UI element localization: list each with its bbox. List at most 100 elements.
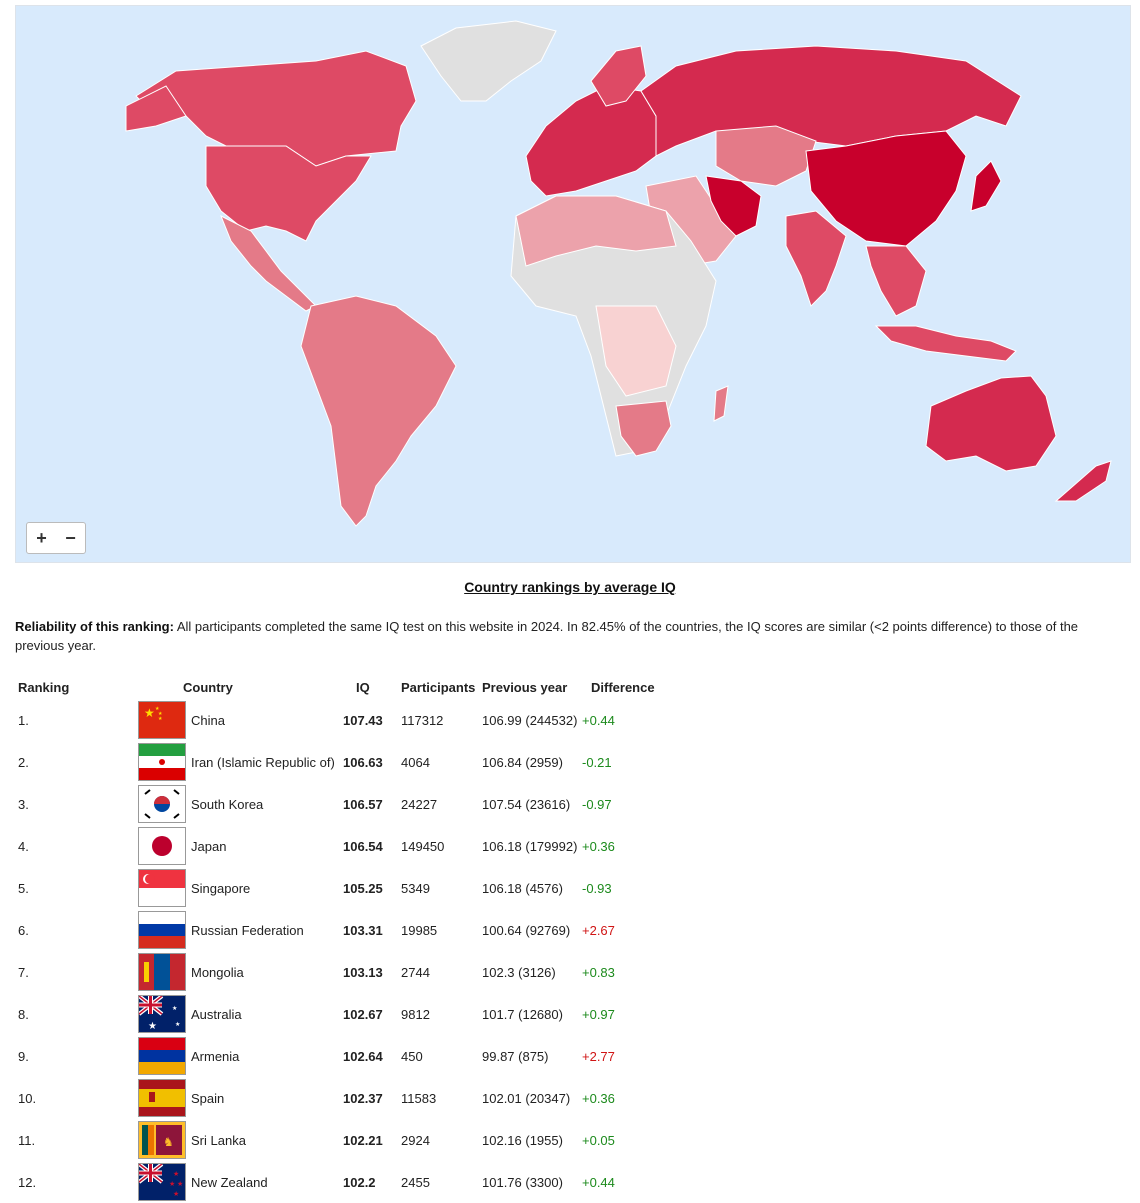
table-body: 1. ★ ★ ★ ★ China 107.43 117312 106.99 (2445… <box>15 699 671 1203</box>
map-region-south-america[interactable] <box>300 295 457 527</box>
table-row: 1. ★ ★ ★ ★ China 107.43 117312 106.99 (2445… <box>15 699 671 741</box>
rank-cell: 12. <box>18 1174 37 1190</box>
iq-cell: 103.13 <box>343 964 383 980</box>
difference-cell: +0.44 <box>582 712 615 728</box>
flag-cell: ★ ★ ★ <box>138 993 191 1035</box>
difference-cell: +0.83 <box>582 964 615 980</box>
map-region-north-africa[interactable] <box>515 195 677 267</box>
reliability-text: All participants completed the same IQ t… <box>15 619 1079 653</box>
table-row: 10. Spain 102.37 11583 102.01 (20347) +0… <box>15 1077 671 1119</box>
svg-text:★: ★ <box>158 711 163 717</box>
map-region-india[interactable] <box>785 210 847 307</box>
rank-cell: 3. <box>18 796 29 812</box>
iq-cell: 103.31 <box>343 922 383 938</box>
country-cell: Iran (Islamic Republic of) <box>191 754 335 770</box>
iq-cell: 106.54 <box>343 838 383 854</box>
reliability-label: Reliability of this ranking: <box>15 619 174 634</box>
zoom-in-button[interactable]: + <box>36 527 47 548</box>
country-cell: Spain <box>191 1090 225 1106</box>
map-region-europe[interactable] <box>525 85 657 197</box>
difference-cell: +0.44 <box>582 1174 615 1190</box>
map-region-southeast-asia[interactable] <box>865 245 927 317</box>
table-row: 8. ★ ★ ★ Australia 102.67 9812 101.7 (1268… <box>15 993 671 1035</box>
map-region-central-africa[interactable] <box>595 305 677 397</box>
participants-cell: 117312 <box>401 712 444 728</box>
map-region-australia[interactable] <box>925 375 1057 472</box>
previous-year-cell: 100.64 (92769) <box>482 922 571 938</box>
south-korea-flag-icon <box>138 785 186 823</box>
map-region-central-asia[interactable] <box>715 125 817 187</box>
participants-cell: 2924 <box>401 1132 430 1148</box>
participants-cell: 11583 <box>401 1090 437 1106</box>
map-region-usa[interactable] <box>205 145 372 242</box>
previous-year-cell: 102.16 (1955) <box>482 1132 563 1148</box>
singapore-flag-icon <box>138 869 186 907</box>
previous-year-cell: 106.99 (244532) <box>482 712 578 728</box>
map-region-canada[interactable] <box>135 50 417 167</box>
map-region-china[interactable] <box>805 130 967 247</box>
map-region-scandinavia[interactable] <box>590 45 647 107</box>
iq-cell: 106.63 <box>343 754 383 770</box>
zoom-control: + − <box>26 522 86 554</box>
header-previous-year: Previous year <box>482 679 568 695</box>
difference-cell: -0.93 <box>582 880 612 896</box>
rankings-table: Ranking Country IQ Participants Previous… <box>15 675 671 1203</box>
map-region-greenland[interactable] <box>420 20 557 102</box>
participants-cell: 149450 <box>401 838 445 854</box>
svg-text:★: ★ <box>173 1190 179 1198</box>
rank-cell: 1. <box>18 712 29 728</box>
russia-flag-icon <box>138 911 186 949</box>
country-cell: Singapore <box>191 880 251 896</box>
svg-text:★: ★ <box>144 706 155 720</box>
map-region-madagascar[interactable] <box>713 385 729 422</box>
participants-cell: 5349 <box>401 880 430 896</box>
rank-cell: 5. <box>18 880 29 896</box>
participants-cell: 450 <box>401 1048 423 1064</box>
table-row: 2. Iran (Islamic Republic of) 106.63 406… <box>15 741 671 783</box>
rank-cell: 10. <box>18 1090 37 1106</box>
flag-cell: ♞ <box>138 1119 191 1161</box>
flag-cell <box>138 825 191 867</box>
svg-text:★: ★ <box>169 1180 175 1188</box>
header-country: Country <box>183 679 233 695</box>
world-map[interactable]: + − <box>15 5 1131 563</box>
difference-cell: +2.77 <box>582 1048 615 1064</box>
previous-year-cell: 107.54 (23616) <box>482 796 571 812</box>
rank-cell: 8. <box>18 1006 29 1022</box>
map-region-southern-africa[interactable] <box>615 400 672 457</box>
australia-flag-icon: ★ ★ ★ <box>138 995 186 1033</box>
country-cell: Russian Federation <box>191 922 304 938</box>
iq-cell: 102.2 <box>343 1174 376 1190</box>
participants-cell: 19985 <box>401 922 438 938</box>
country-cell: Mongolia <box>191 964 244 980</box>
participants-cell: 24227 <box>401 796 438 812</box>
map-region-indonesia[interactable] <box>874 325 1017 362</box>
map-region-iran[interactable] <box>705 175 762 237</box>
map-region-japan[interactable] <box>970 160 1002 212</box>
map-region-new-zealand[interactable] <box>1054 460 1112 502</box>
rank-cell: 9. <box>18 1048 29 1064</box>
sri-lanka-flag-icon: ♞ <box>138 1121 186 1159</box>
table-row: 7. Mongolia 103.13 2744 102.3 (3126) +0.… <box>15 951 671 993</box>
world-map-svg[interactable] <box>16 6 1130 562</box>
difference-cell: -0.97 <box>582 796 612 812</box>
japan-flag-icon <box>138 827 186 865</box>
flag-cell <box>138 867 191 909</box>
previous-year-cell: 101.76 (3300) <box>482 1174 563 1190</box>
iq-cell: 102.37 <box>343 1090 383 1106</box>
rank-cell: 7. <box>18 964 29 980</box>
flag-cell <box>138 741 191 783</box>
iq-cell: 107.43 <box>343 712 383 728</box>
participants-cell: 9812 <box>401 1006 430 1022</box>
participants-cell: 2455 <box>401 1174 430 1190</box>
flag-cell <box>138 783 191 825</box>
map-region-alaska[interactable] <box>125 85 187 132</box>
iq-cell: 102.64 <box>343 1048 383 1064</box>
mongolia-flag-icon <box>138 953 186 991</box>
zoom-out-button[interactable]: − <box>65 527 76 548</box>
table-row: 4. Japan 106.54 149450 106.18 (179992) +… <box>15 825 671 867</box>
previous-year-cell: 106.84 (2959) <box>482 754 563 770</box>
header-participants: Participants <box>401 679 476 695</box>
svg-text:★: ★ <box>172 1005 177 1012</box>
map-region-russia[interactable] <box>640 45 1022 157</box>
